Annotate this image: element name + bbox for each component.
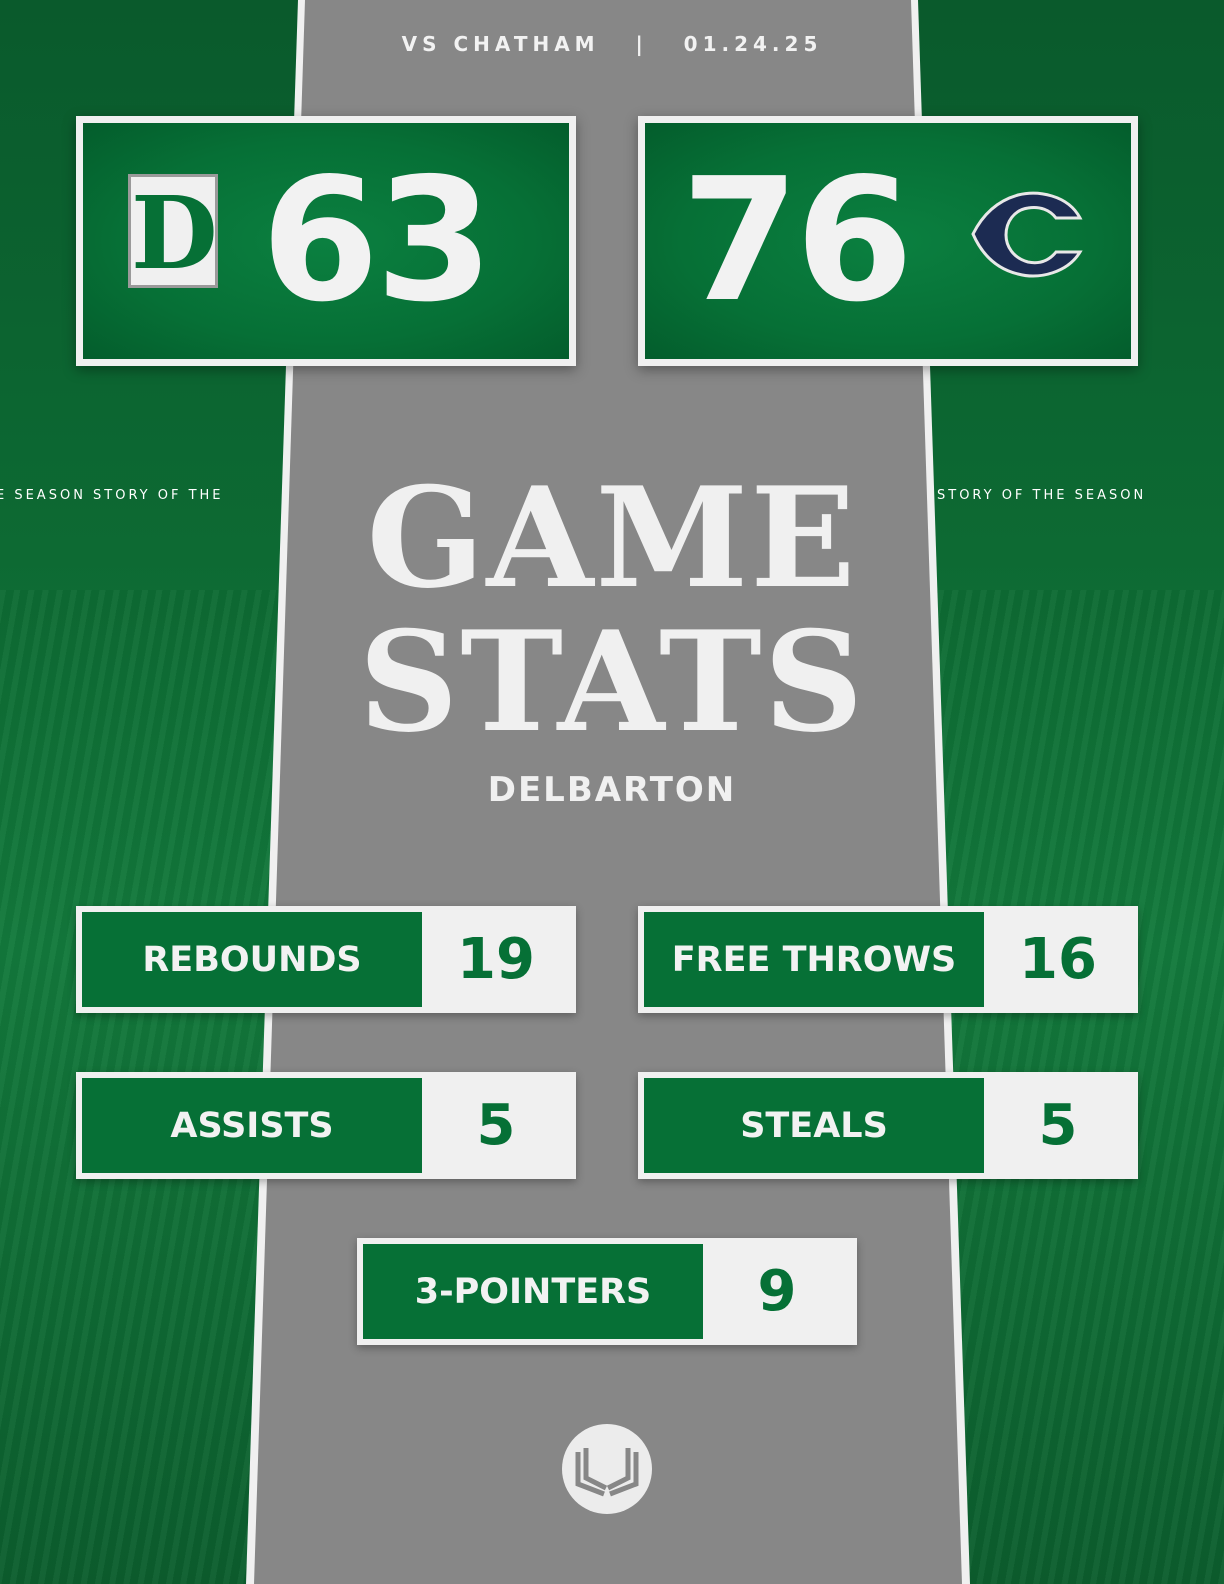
stat-value: 9: [757, 1259, 797, 1324]
side-text-left: E SEASON STORY OF THE: [0, 488, 224, 503]
stat-value: 5: [476, 1093, 516, 1158]
stat-value: 19: [457, 927, 535, 992]
stat-label: REBOUNDS: [82, 912, 422, 1007]
stat-label: FREE THROWS: [644, 912, 984, 1007]
chatham-c-logo-icon: [971, 191, 1083, 278]
game-header: VS CHATHAM | 01.24.25: [0, 32, 1224, 56]
stat-3-pointers: 3-POINTERS 9: [357, 1238, 857, 1345]
stat-steals: STEALS 5: [638, 1072, 1138, 1179]
stat-label: ASSISTS: [82, 1078, 422, 1173]
stat-assists: ASSISTS 5: [76, 1072, 576, 1179]
opponent: VS CHATHAM: [401, 32, 600, 56]
away-score: 76: [681, 142, 914, 340]
home-score: 63: [261, 142, 494, 340]
title-line-2: STATS: [358, 600, 866, 763]
stat-value: 5: [1038, 1093, 1078, 1158]
stat-label: 3-POINTERS: [363, 1244, 703, 1339]
open-book-logo-icon: [562, 1424, 652, 1514]
game-date: 01.24.25: [683, 32, 823, 56]
stat-free-throws: FREE THROWS 16: [638, 906, 1138, 1013]
title-line-1: GAME: [366, 456, 858, 619]
separator: |: [635, 32, 648, 56]
stat-value: 16: [1019, 927, 1097, 992]
away-score-box: 76: [638, 116, 1138, 366]
stat-rebounds: REBOUNDS 19: [76, 906, 576, 1013]
delbarton-d-logo-icon: D: [128, 174, 218, 289]
side-text-right: STORY OF THE SEASON: [937, 488, 1147, 503]
stat-label: STEALS: [644, 1078, 984, 1173]
team-name: DELBARTON: [487, 770, 737, 810]
